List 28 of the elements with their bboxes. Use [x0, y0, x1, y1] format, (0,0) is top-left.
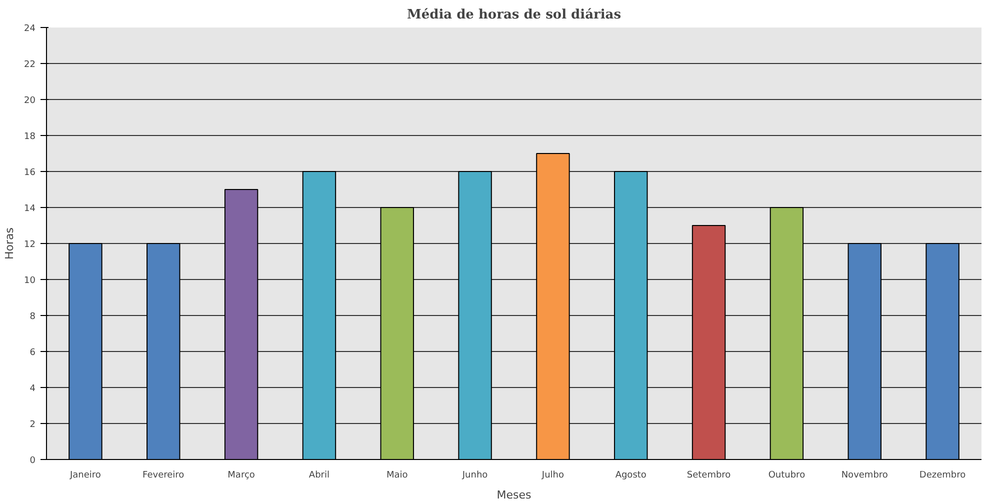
x-axis-title: Meses — [496, 488, 532, 502]
x-tick-label: Maio — [386, 470, 408, 480]
y-tick-label: 2 — [30, 420, 36, 430]
x-tick-label: Junho — [461, 470, 488, 480]
y-tick-label: 18 — [24, 132, 36, 142]
y-tick-label: 16 — [24, 168, 36, 178]
y-tick-label: 4 — [30, 384, 36, 394]
chart-title: Média de horas de sol diárias — [406, 8, 622, 22]
y-tick-label: 10 — [24, 276, 36, 286]
y-tick-label: 24 — [24, 24, 36, 34]
y-tick-label: 0 — [30, 456, 36, 466]
y-tick-label: 8 — [30, 312, 36, 322]
x-tick-label: Agosto — [615, 470, 647, 480]
y-tick-label: 6 — [30, 348, 36, 358]
y-tick-label: 12 — [24, 240, 36, 250]
x-tick-label: Dezembro — [919, 470, 966, 480]
x-tick-label: Abril — [308, 470, 330, 480]
x-tick-label: Outubro — [768, 470, 806, 480]
x-tick-label: Julho — [540, 470, 564, 480]
x-tick-label: Janeiro — [69, 470, 102, 480]
y-axis-title: Horas — [3, 227, 16, 260]
y-tick-label: 22 — [24, 60, 36, 70]
y-tick-label: 20 — [24, 96, 36, 106]
x-tick-label: Setembro — [686, 470, 732, 480]
x-tick-label: Março — [228, 470, 256, 480]
y-tick-label: 14 — [24, 204, 36, 214]
x-tick-label: Fevereiro — [142, 470, 185, 480]
x-tick-label: Novembro — [841, 470, 888, 480]
